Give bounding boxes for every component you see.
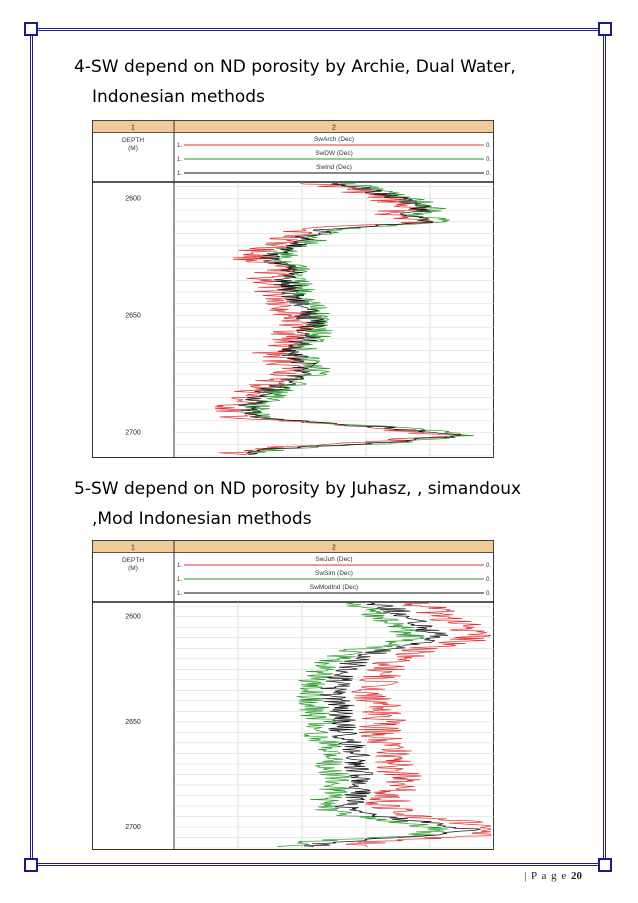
log-plot-1: 1 2 DEPTH (M) SwArch (Dec) 1. 0. SwDW (Dec) 1. 0.… bbox=[92, 120, 494, 458]
border-corner-ornament bbox=[598, 858, 612, 872]
depth-unit: (M) bbox=[128, 565, 138, 572]
section-4-line-1: 4-SW depend on ND porosity by Archie, Du… bbox=[74, 57, 516, 77]
depth-tick-label: 2600 bbox=[125, 195, 141, 202]
track-2-label: 2 bbox=[332, 125, 336, 132]
track-header-bar bbox=[92, 120, 494, 133]
scale-left-value: 1. bbox=[177, 577, 182, 583]
border-corner-ornament bbox=[598, 22, 612, 36]
sw-curve bbox=[238, 182, 461, 455]
section-5-line-2: ,Mod Indonesian methods bbox=[92, 509, 312, 529]
depth-unit: (M) bbox=[128, 145, 138, 152]
curve-name: SwArch (Dec) bbox=[314, 136, 354, 143]
section-5-line-1: 5-SW depend on ND porosity by Juhasz, , … bbox=[74, 479, 522, 499]
scale-right-value: 0. bbox=[486, 563, 491, 569]
border-corner-ornament bbox=[24, 22, 38, 36]
scale-left-value: 1. bbox=[177, 171, 182, 177]
depth-tick-label: 2650 bbox=[125, 312, 141, 319]
curve-name: SwModInd (Dec) bbox=[310, 584, 358, 591]
depth-tick-label: 2700 bbox=[125, 824, 141, 831]
track-2-label: 2 bbox=[332, 545, 336, 552]
track-1-label: 1 bbox=[131, 545, 135, 552]
section-5-heading: 5-SW depend on ND porosity by Juhasz, , … bbox=[74, 478, 521, 530]
sw-curve bbox=[244, 182, 474, 455]
depth-tick-label: 2700 bbox=[125, 430, 141, 437]
scale-right-value: 0. bbox=[486, 143, 491, 149]
log-plot-2-svg: 1 2 DEPTH(M) SwJuh (Dec) 1. 0. SwSim (Dec) 1. 0.… bbox=[92, 540, 494, 850]
depth-header: DEPTH bbox=[122, 137, 144, 144]
depth-header: DEPTH bbox=[122, 557, 144, 564]
scale-left-value: 1. bbox=[177, 563, 182, 569]
page-footer: | P a g e 20 bbox=[524, 870, 582, 882]
sw-curve bbox=[345, 602, 492, 847]
plot-frame bbox=[92, 540, 494, 850]
curve-name: SwInd (Dec) bbox=[316, 164, 352, 171]
depth-tick-label: 2600 bbox=[125, 614, 141, 621]
depth-tick-label: 2650 bbox=[125, 719, 141, 726]
track-header-bar bbox=[92, 540, 494, 553]
page-border bbox=[30, 28, 606, 866]
border-corner-ornament bbox=[24, 858, 38, 872]
section-4-heading: 4-SW depend on ND porosity by Archie, Du… bbox=[74, 56, 516, 108]
scale-left-value: 1. bbox=[177, 143, 182, 149]
section-4-line-2: Indonesian methods bbox=[92, 87, 265, 107]
log-plot-1-svg: 1 2 DEPTH(M) SwArch (Dec) 1. 0. SwDW (Dec) 1. 0.… bbox=[92, 120, 494, 458]
track-1-label: 1 bbox=[131, 125, 135, 132]
scale-right-value: 0. bbox=[486, 157, 491, 163]
curve-name: SwSim (Dec) bbox=[315, 570, 353, 577]
log-plot-2: 1 2 DEPTH (M) SwJuh (Dec) 1. 0. SwSim (Dec) 1. 0.… bbox=[92, 540, 494, 850]
sw-curve bbox=[214, 182, 466, 455]
scale-left-value: 1. bbox=[177, 591, 182, 597]
scale-left-value: 1. bbox=[177, 157, 182, 163]
page-label: | P a g e bbox=[524, 870, 571, 882]
sw-curve bbox=[303, 602, 481, 847]
sw-curve bbox=[277, 602, 448, 847]
page-number: 20 bbox=[571, 870, 582, 882]
scale-right-value: 0. bbox=[486, 171, 491, 177]
scale-right-value: 0. bbox=[486, 591, 491, 597]
curve-name: SwJuh (Dec) bbox=[315, 556, 352, 563]
scale-right-value: 0. bbox=[486, 577, 491, 583]
curve-name: SwDW (Dec) bbox=[315, 150, 353, 157]
